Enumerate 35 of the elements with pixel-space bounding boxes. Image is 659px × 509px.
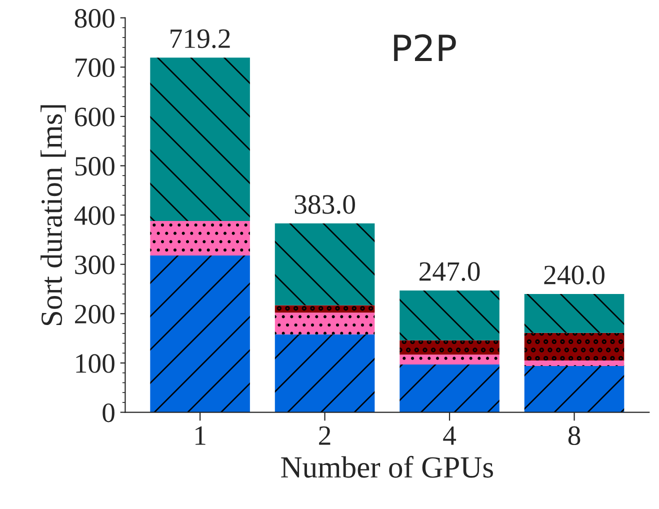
- x-tick-label: 8: [568, 426, 580, 446]
- bar: [400, 340, 500, 355]
- bar: [274, 334, 375, 412]
- total-label: 719.2: [170, 29, 230, 48]
- bar: [150, 220, 250, 256]
- chart-title: P2P: [394, 34, 456, 62]
- x-tick-label: 1: [196, 426, 206, 445]
- y-tick-label: 100: [76, 354, 114, 373]
- y-tick-label: 300: [75, 256, 114, 274]
- bar: [524, 294, 624, 333]
- x-axis-title: Number of GPUs: [281, 456, 493, 478]
- total-label: 240.0: [544, 266, 604, 284]
- y-tick-label: 0: [102, 403, 114, 422]
- y-tick-label: 600: [75, 108, 114, 126]
- bar: [524, 360, 624, 366]
- total-label: 383.0: [294, 195, 355, 214]
- y-tick-label: 400: [74, 206, 114, 225]
- bar: [400, 364, 500, 412]
- x-tick-label: 2: [319, 426, 330, 445]
- bar: [150, 255, 250, 412]
- y-tick-label: 200: [75, 304, 114, 324]
- bar: [524, 332, 624, 361]
- bar: [150, 58, 250, 221]
- total-label: 247.0: [420, 262, 480, 282]
- bar: [400, 354, 500, 364]
- bar: [524, 366, 624, 412]
- bar: [274, 223, 375, 306]
- x-tick-label: 4: [443, 426, 456, 445]
- bar: [274, 312, 375, 334]
- y-axis-title: Sort duration [ms]: [40, 105, 66, 326]
- y-tick-label: 800: [74, 8, 114, 28]
- y-tick-label: 700: [76, 58, 114, 78]
- bar: [274, 305, 375, 313]
- y-tick-label: 500: [75, 156, 114, 176]
- bar: [400, 290, 500, 340]
